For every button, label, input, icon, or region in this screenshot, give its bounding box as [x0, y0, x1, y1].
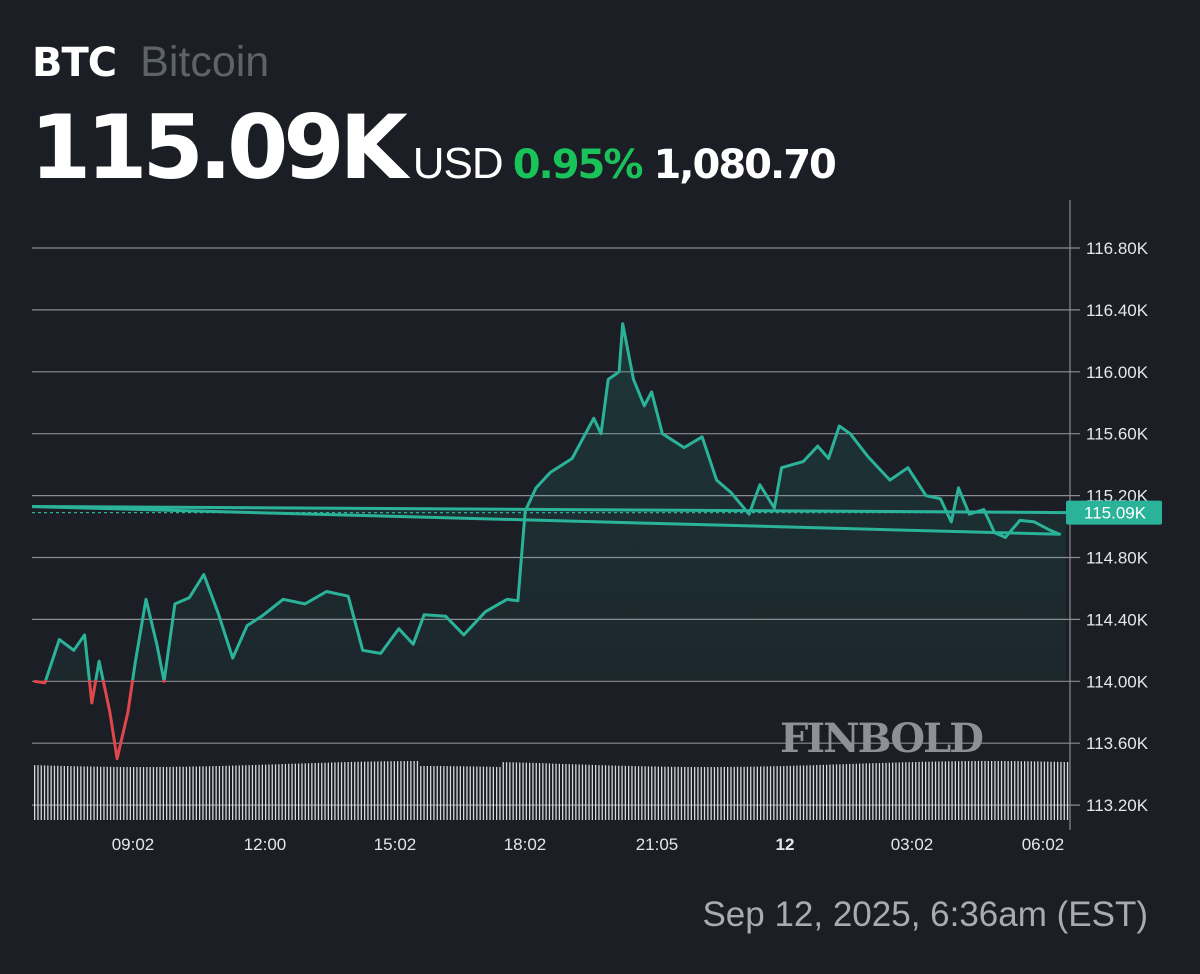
svg-text:113.20K: 113.20K [1086, 796, 1149, 815]
svg-text:21:05: 21:05 [636, 835, 679, 854]
volume-bars [34, 761, 1069, 820]
current-price: 115.09K [30, 96, 408, 199]
svg-text:15:02: 15:02 [374, 835, 417, 854]
currency-label: USD [412, 139, 504, 188]
svg-text:114.80K: 114.80K [1086, 549, 1149, 568]
price-row: 115.09K USD 0.95% 1,080.70 [30, 96, 837, 199]
svg-text:113.60K: 113.60K [1086, 734, 1149, 753]
svg-text:18:02: 18:02 [504, 835, 547, 854]
svg-text:06:02: 06:02 [1022, 835, 1065, 854]
svg-text:114.00K: 114.00K [1086, 672, 1149, 691]
current-price-tag: 115.09K [1066, 500, 1162, 525]
svg-text:115.60K: 115.60K [1086, 425, 1149, 444]
x-axis-labels: 09:02 12:00 15:02 18:02 21:05 12 03:02 06:02 [112, 835, 1065, 854]
title-row: BTC Bitcoin [32, 38, 269, 87]
finbold-watermark: FINBOLD [780, 715, 983, 762]
current-price-tag-label: 115.09K [1084, 504, 1147, 523]
ticker-symbol: BTC [32, 40, 117, 86]
change-percent: 0.95% [512, 142, 644, 188]
asset-name: Bitcoin [140, 38, 270, 86]
svg-text:114.40K: 114.40K [1086, 610, 1149, 629]
price-area-fill [32, 323, 1066, 680]
svg-text:12:00: 12:00 [244, 835, 287, 854]
y-axis-labels: 116.80K116.40K116.00K115.60K115.20K114.8… [1086, 239, 1149, 815]
change-absolute: 1,080.70 [653, 142, 836, 188]
svg-text:116.00K: 116.00K [1086, 363, 1149, 382]
price-line-up [32, 322, 1067, 680]
svg-text:09:02: 09:02 [112, 835, 155, 854]
svg-text:116.80K: 116.80K [1086, 239, 1149, 258]
svg-text:116.40K: 116.40K [1086, 301, 1149, 320]
svg-text:03:02: 03:02 [891, 835, 934, 854]
svg-text:12: 12 [776, 835, 795, 854]
timestamp: Sep 12, 2025, 6:36am (EST) [702, 895, 1148, 934]
